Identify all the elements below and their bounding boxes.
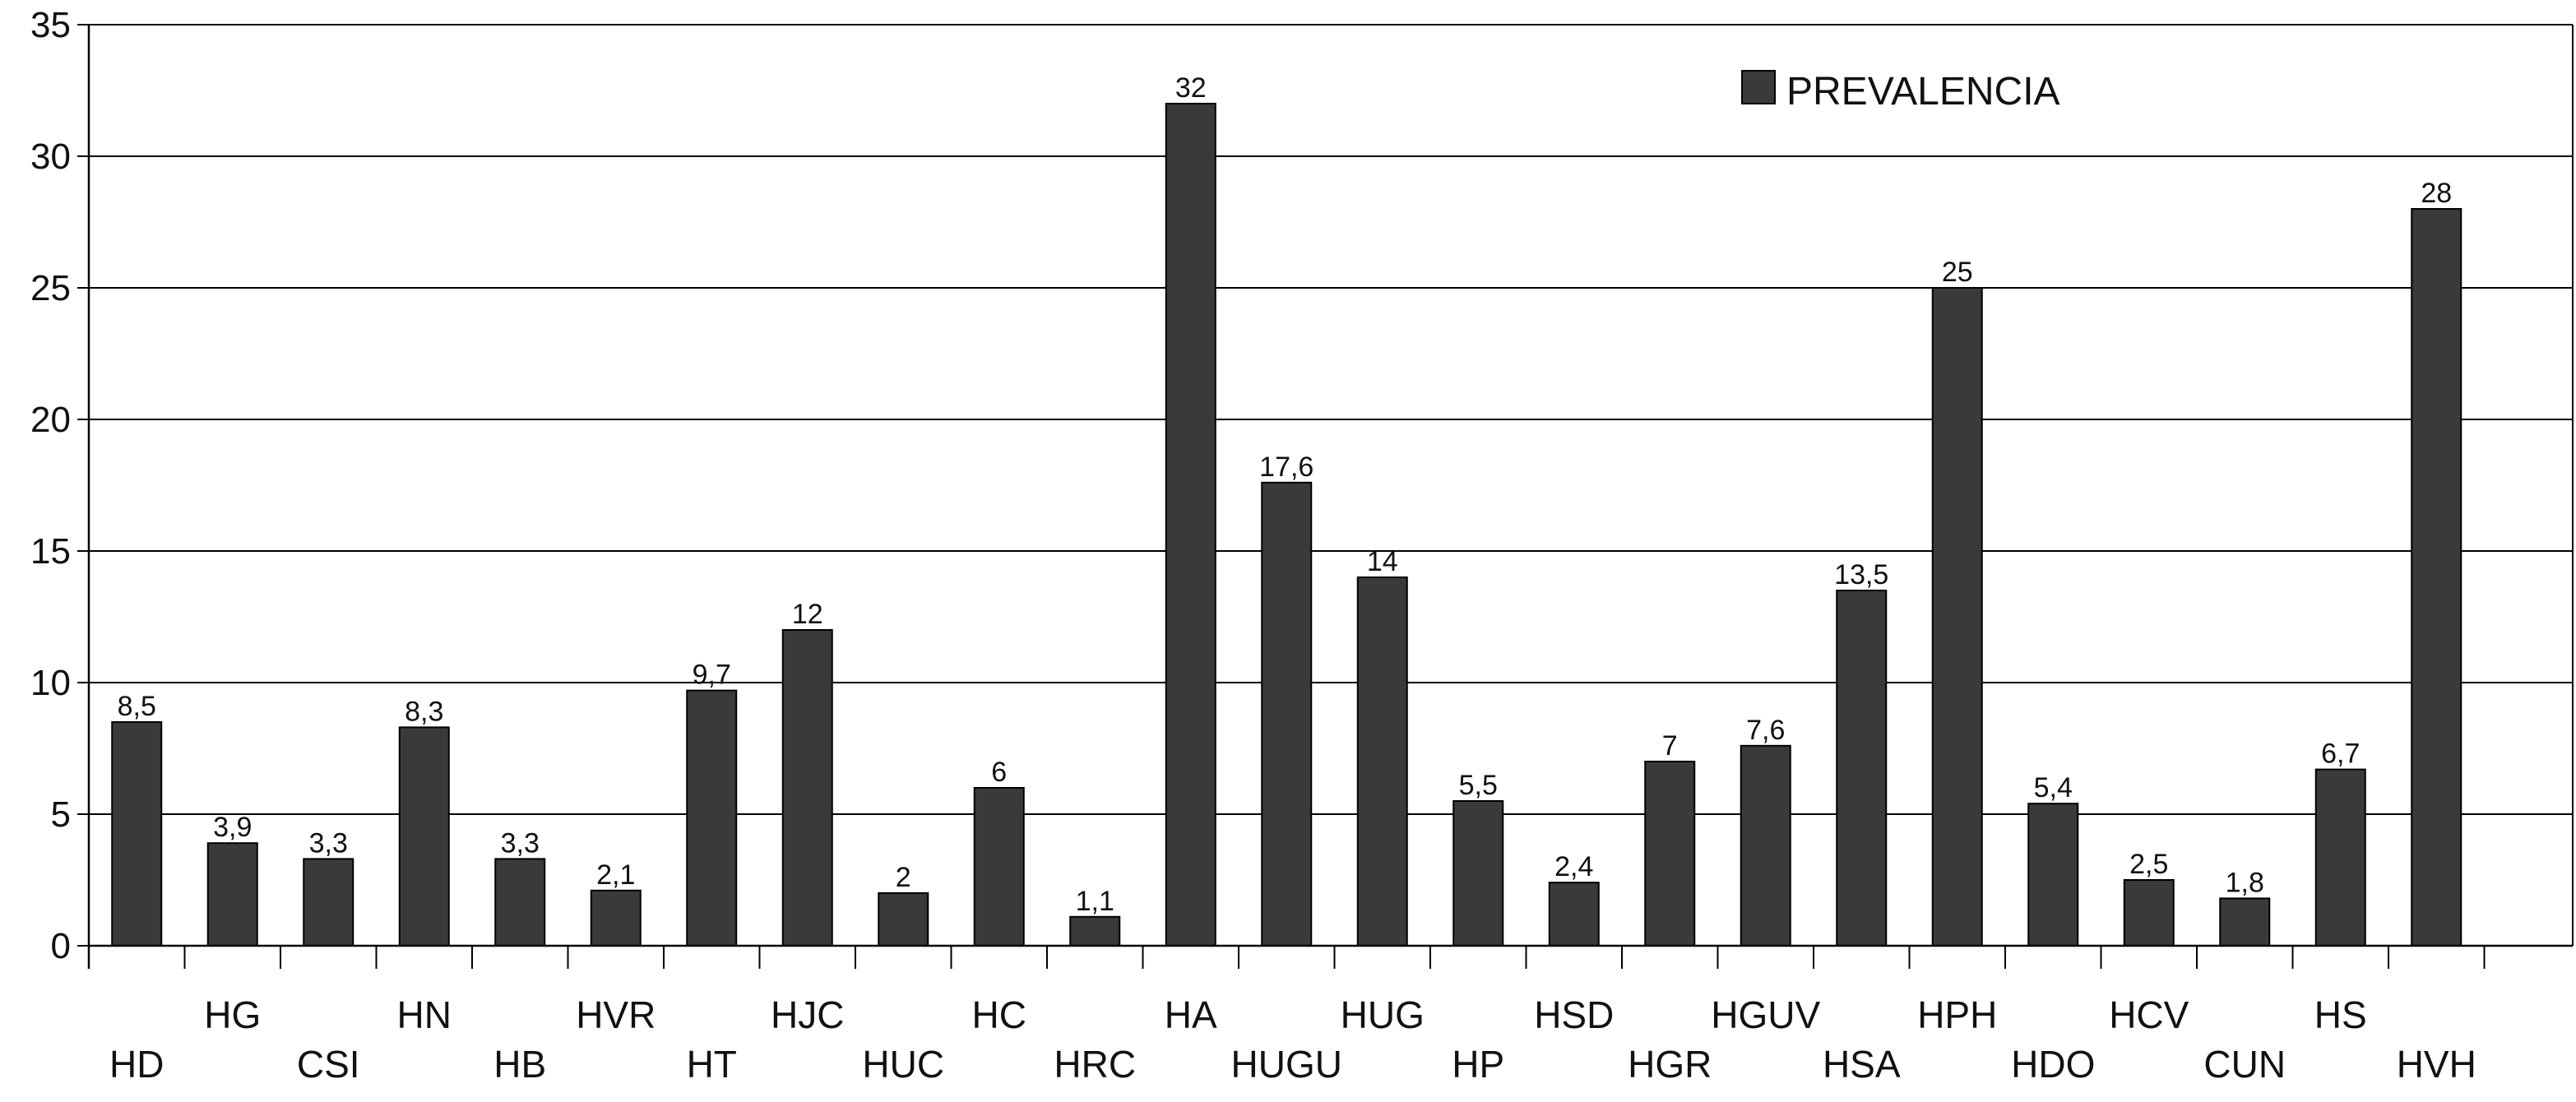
bar-CUN: [2219, 897, 2271, 947]
category-label-HRC: HRC: [1054, 1043, 1136, 1086]
data-label-HD: 8,5: [118, 691, 156, 722]
bar-HS: [2314, 768, 2366, 947]
category-label-HUGU: HUGU: [1231, 1043, 1342, 1086]
category-label-HUG: HUG: [1341, 993, 1425, 1036]
y-tick-label-0: 0: [51, 926, 71, 966]
category-label-HG: HG: [204, 993, 261, 1036]
category-label-HP: HP: [1452, 1043, 1504, 1086]
data-label-CSI: 3,3: [309, 827, 348, 859]
data-label-HN: 8,3: [405, 696, 443, 727]
legend-label-prevalencia: PREVALENCIA: [1786, 70, 2060, 113]
category-label-HVH: HVH: [2397, 1043, 2476, 1086]
bar-HC: [973, 787, 1025, 947]
category-label-HD: HD: [109, 1043, 164, 1086]
bar-HA: [1165, 103, 1216, 947]
bar-HUG: [1356, 576, 1408, 947]
data-label-HSD: 2,4: [1554, 851, 1593, 882]
category-label-HB: HB: [493, 1043, 546, 1086]
bars: [111, 103, 2462, 947]
data-label-HC: 6: [991, 757, 1007, 788]
bar-HPH: [1931, 287, 1983, 947]
bar-HB: [494, 858, 546, 947]
data-label-CUN: 1,8: [2226, 867, 2264, 898]
category-label-HDO: HDO: [2011, 1043, 2095, 1086]
data-label-HUC: 2: [896, 862, 911, 893]
bar-HSD: [1548, 882, 1600, 947]
bar-HT: [686, 689, 738, 947]
category-label-HC: HC: [972, 993, 1026, 1036]
y-tick-label-30: 30: [30, 137, 71, 177]
data-label-HDO: 5,4: [2034, 772, 2073, 803]
category-label-CUN: CUN: [2203, 1043, 2286, 1086]
data-label-HCV: 2,5: [2129, 849, 2168, 880]
data-label-HP: 5,5: [1459, 770, 1498, 801]
bar-HUC: [878, 892, 929, 947]
bar-HN: [398, 726, 450, 947]
bar-HVR: [590, 889, 642, 947]
data-label-HS: 6,7: [2321, 739, 2360, 770]
bar-HG: [206, 842, 258, 947]
bar-HD: [111, 721, 163, 947]
data-label-HUG: 14: [1367, 546, 1398, 577]
bar-HCV: [2123, 879, 2175, 947]
legend: PREVALENCIA: [1741, 70, 2060, 113]
category-label-HA: HA: [1165, 993, 1217, 1036]
bar-HGR: [1644, 761, 1696, 947]
grid-lines: [89, 24, 2573, 815]
category-label-HGR: HGR: [1628, 1043, 1712, 1086]
labels: 0 5 10 15 20 25 30 35 8,5 HD 3,9 HG 3,3 CSI 8,3 HN 3,3 HB…: [30, 5, 2476, 1086]
bar-HJC: [781, 629, 833, 947]
data-label-HGUV: 7,6: [1746, 715, 1785, 746]
data-label-HG: 3,9: [213, 812, 252, 843]
data-label-HGR: 7: [1662, 730, 1678, 762]
category-label-HPH: HPH: [1917, 993, 1997, 1036]
y-tick-label-15: 15: [30, 531, 71, 572]
bar-HUGU: [1261, 481, 1313, 947]
y-tick-label-20: 20: [30, 400, 71, 440]
bar-HGUV: [1740, 744, 1791, 947]
bar-HDO: [2027, 803, 2079, 947]
category-label-HSD: HSD: [1534, 993, 1614, 1036]
category-label-HUC: HUC: [862, 1043, 944, 1086]
data-label-HA: 32: [1175, 72, 1207, 104]
y-tick-label-10: 10: [30, 663, 71, 703]
category-label-HT: HT: [687, 1043, 737, 1086]
y-tick-label-25: 25: [30, 268, 71, 308]
category-label-HCV: HCV: [2109, 993, 2189, 1036]
data-label-HRC: 1,1: [1076, 886, 1114, 917]
data-label-HVH: 28: [2421, 178, 2452, 209]
data-label-HB: 3,3: [501, 827, 540, 859]
category-label-HVR: HVR: [576, 993, 656, 1036]
data-label-HSA: 13,5: [1834, 559, 1888, 590]
category-label-HS: HS: [2314, 993, 2367, 1036]
bar-HSA: [1836, 590, 1888, 947]
data-label-HPH: 25: [1942, 257, 1973, 288]
bar-HVH: [2411, 208, 2462, 947]
category-label-HN: HN: [397, 993, 452, 1036]
data-label-HUGU: 17,6: [1259, 451, 1313, 483]
category-label-CSI: CSI: [297, 1043, 360, 1086]
legend-swatch: [1741, 70, 1776, 104]
data-label-HT: 9,7: [693, 660, 731, 691]
category-label-HSA: HSA: [1823, 1043, 1901, 1086]
y-tick-label-35: 35: [30, 5, 71, 45]
bar-HRC: [1069, 915, 1121, 947]
y-tick-label-5: 5: [51, 794, 71, 835]
axes: [77, 24, 2574, 969]
data-label-HJC: 12: [792, 599, 823, 630]
category-label-HJC: HJC: [771, 993, 844, 1036]
bar-HP: [1452, 800, 1504, 947]
category-label-HGUV: HGUV: [1711, 993, 1820, 1036]
data-label-HVR: 2,1: [596, 859, 635, 891]
bar-CSI: [303, 858, 354, 947]
